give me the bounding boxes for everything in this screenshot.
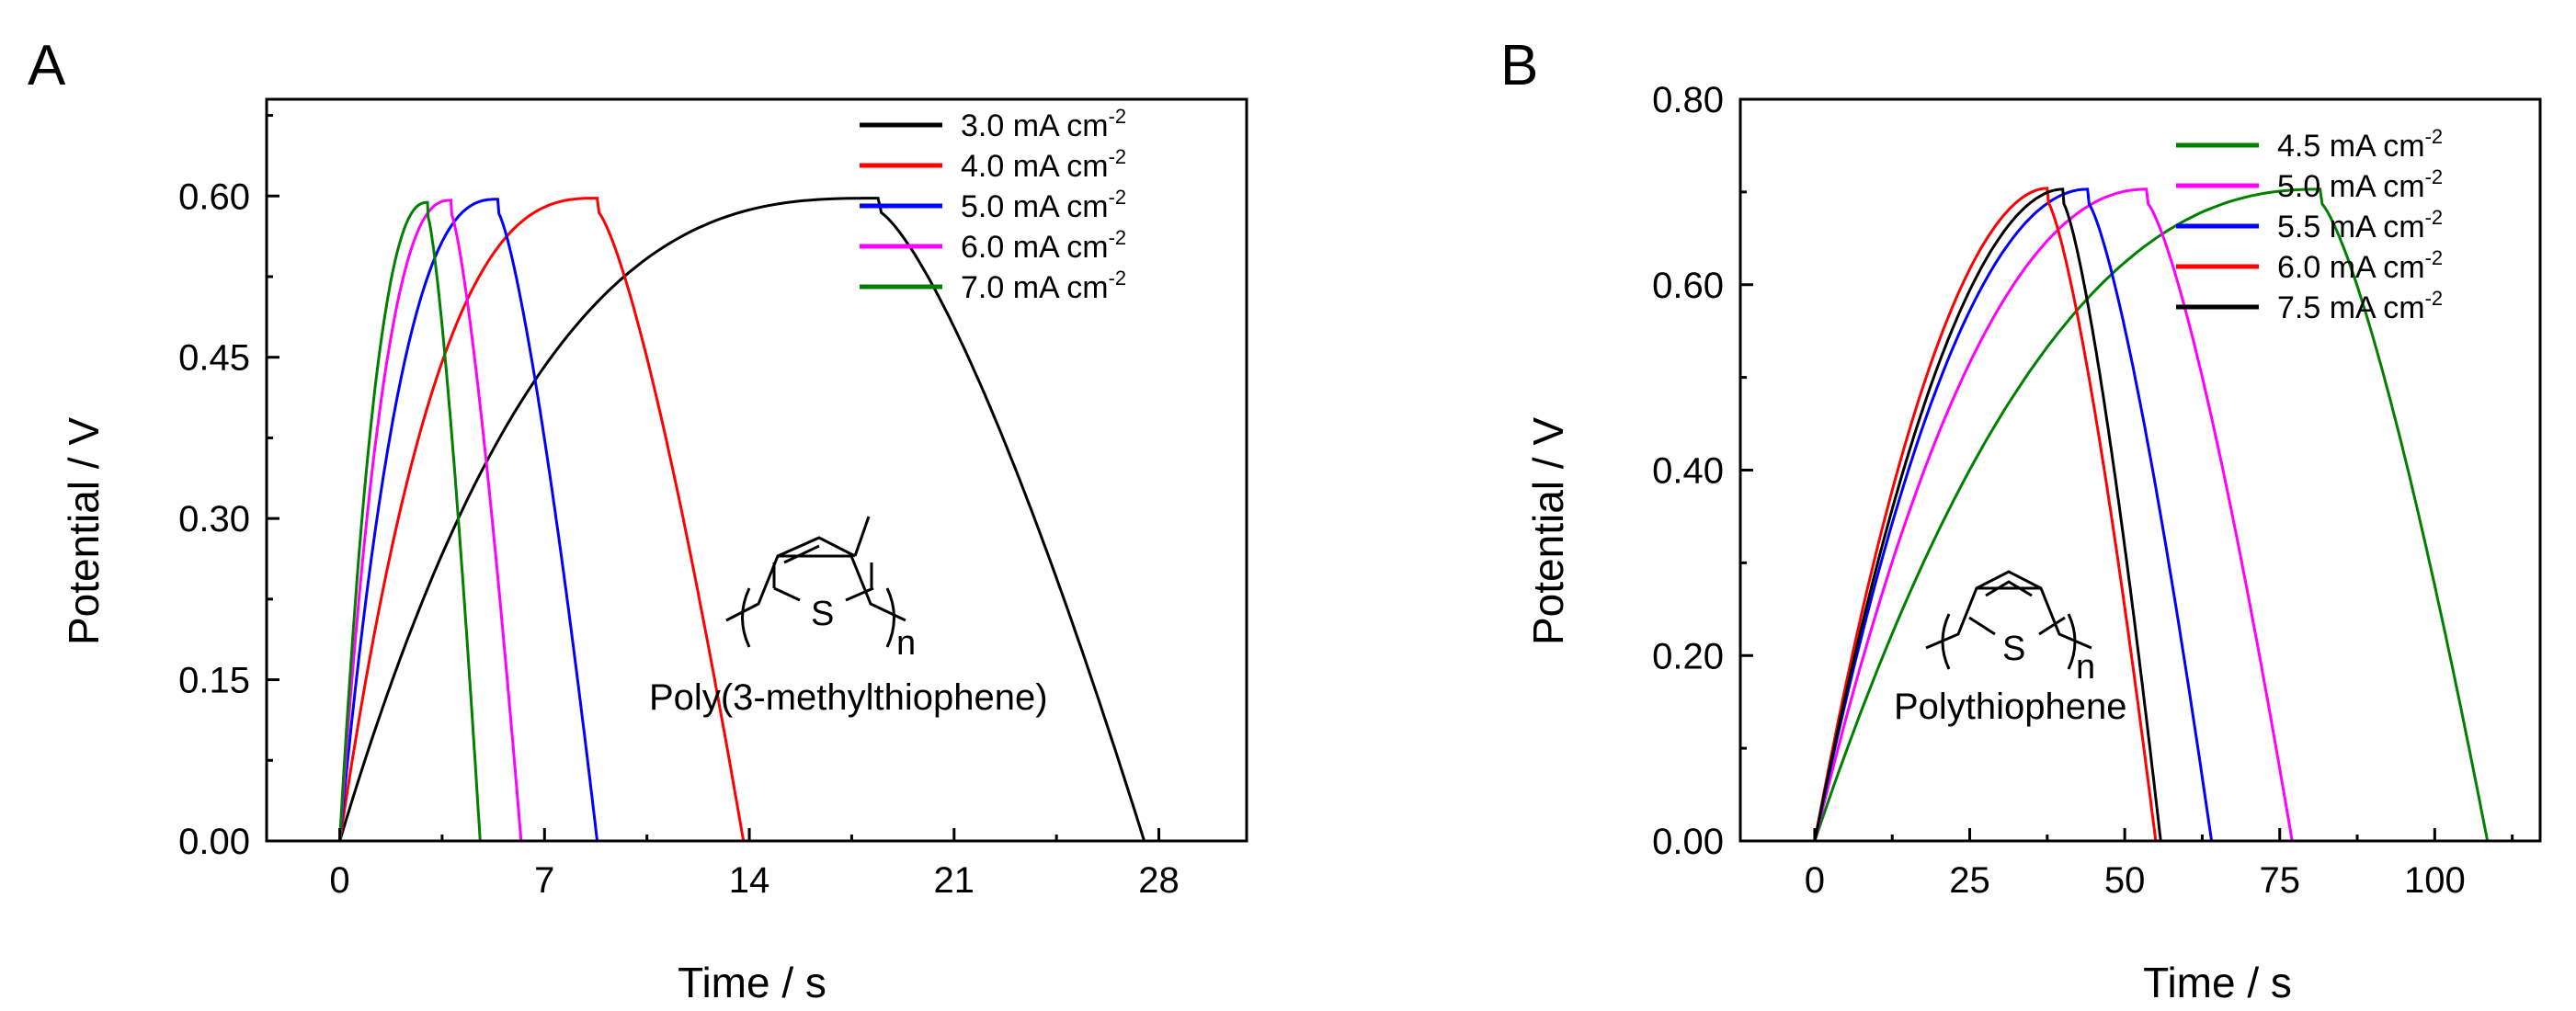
panel-b-y-tick-label: 0.20 — [1652, 636, 1724, 676]
panel-b-x-tick-label: 50 — [2104, 860, 2146, 901]
panel-a: A Potential / V Time / s 0 7 14 21 28 0.00 0.1… — [28, 34, 1248, 1006]
panel-a-series-line-3.0 — [338, 197, 1146, 842]
panel-a-x-tick-label: 21 — [934, 860, 975, 901]
panel-a-plot-frame — [265, 97, 1248, 843]
panel-b-sulfur-atom: S — [2002, 630, 2025, 668]
panel-a-x-axis-title: Time / s — [678, 959, 826, 1006]
panel-a-y-tick-label: 0.00 — [178, 822, 250, 862]
panel-b-legend-label-6.0: 6.0 mA cm-2 — [2277, 246, 2443, 285]
panel-a-label: A — [28, 34, 66, 97]
panel-b-y-axis-title: Potential / V — [1524, 417, 1572, 645]
panel-a-y-tick-label: 0.30 — [178, 499, 250, 540]
panel-b-legend-label-7.5: 7.5 mA cm-2 — [2277, 287, 2443, 325]
panel-b-legend-unit-exponent: -2 — [2425, 287, 2444, 310]
panel-b-structure-name: Polythiophene — [1894, 687, 2127, 727]
panel-b-series-line-5.5 — [1813, 187, 2214, 842]
panel-a-series-line-4.0 — [338, 197, 746, 842]
panel-b-y-tick-label: 0.40 — [1652, 451, 1724, 492]
panel-b-legend: 4.5 mA cm-25.0 mA cm-25.5 mA cm-26.0 mA … — [2176, 125, 2443, 325]
panel-a-x-tick-label: 28 — [1138, 860, 1180, 901]
panel-a-y-tick-label: 0.45 — [178, 338, 250, 379]
panel-b-bracket-right — [2067, 613, 2077, 670]
panel-a-repeat-n: n — [896, 624, 916, 663]
panel-a-x-tick-label: 14 — [729, 860, 770, 901]
panel-b-y-tick-label: 0.00 — [1652, 822, 1724, 862]
panel-b-series-line-5.0 — [1813, 187, 2294, 842]
panel-a-legend-label-6.0: 6.0 mA cm-2 — [961, 226, 1126, 265]
panel-b-legend-unit-exponent: -2 — [2425, 125, 2444, 148]
panel-b-structure-drawing — [1925, 570, 2092, 650]
panel-a-series-line-6.0 — [338, 199, 523, 842]
panel-a-legend-label-3.0: 3.0 mA cm-2 — [961, 105, 1126, 143]
panel-b-y-tick-label: 0.60 — [1652, 266, 1724, 306]
panel-a-curves — [338, 197, 1146, 842]
panel-b-ticks: 0 25 50 75 100 0.00 0.20 0.40 0.60 0.80 — [1652, 80, 2514, 901]
panel-a-legend: 3.0 mA cm-24.0 mA cm-25.0 mA cm-26.0 mA … — [860, 105, 1126, 305]
panel-a-series-line-7.0 — [338, 200, 482, 842]
panel-a-legend-unit-exponent: -2 — [1109, 145, 1127, 168]
panel-a-legend-unit-exponent: -2 — [1109, 226, 1127, 249]
panel-a-structure-drawing — [725, 516, 906, 622]
panel-a-x-tick-label: 0 — [329, 860, 349, 901]
panel-b-legend-label-4.5: 4.5 mA cm-2 — [2277, 125, 2443, 164]
panel-b-legend-unit-exponent: -2 — [2425, 165, 2444, 188]
panel-b-x-tick-label: 0 — [1805, 860, 1825, 901]
panel-a-bracket-left — [741, 587, 751, 648]
panel-a-series-line-5.0 — [338, 198, 599, 842]
panel-b-curves — [1813, 187, 2490, 842]
panel-b: B Potential / V Time / s 0 25 50 75 1000.000… — [1500, 34, 2542, 1006]
panel-a-y-tick-label: 0.60 — [178, 176, 250, 217]
panel-b-legend-unit-exponent: -2 — [2425, 206, 2444, 229]
panel-a-legend-label-7.0: 7.0 mA cm-2 — [961, 267, 1126, 305]
panel-b-series-line-6.0 — [1813, 187, 2158, 842]
panel-b-label: B — [1500, 34, 1538, 97]
panel-b-repeat-n: n — [2076, 648, 2095, 687]
panel-b-structure: S n Polythiophene — [1894, 570, 2127, 727]
panel-a-y-axis-title: Potential / V — [60, 417, 108, 645]
panel-b-legend-unit-exponent: -2 — [2425, 246, 2444, 269]
panel-a-legend-label-5.0: 5.0 mA cm-2 — [961, 186, 1126, 224]
panel-b-legend-label-5.0: 5.0 mA cm-2 — [2277, 165, 2443, 204]
panel-a-legend-unit-exponent: -2 — [1109, 267, 1127, 290]
panel-b-legend-label-5.5: 5.5 mA cm-2 — [2277, 206, 2443, 244]
panel-a-bracket-right — [885, 587, 895, 648]
panel-a-ticks: 0 7 14 21 28 0.00 0.15 0.30 0.45 0.60 — [178, 114, 1180, 901]
panel-a-sulfur-atom: S — [811, 595, 834, 633]
panel-a-legend-unit-exponent: -2 — [1109, 105, 1127, 128]
panel-b-series-line-4.5 — [1813, 187, 2490, 842]
panel-b-x-axis-title: Time / s — [2143, 959, 2292, 1006]
panel-a-legend-label-4.0: 4.0 mA cm-2 — [961, 145, 1126, 184]
panel-b-bracket-left — [1941, 613, 1951, 670]
panel-a-structure: S n Poly(3-methylthiophene) — [649, 516, 1048, 718]
panel-b-y-tick-label: 0.80 — [1652, 80, 1724, 120]
panel-a-x-tick-label: 7 — [534, 860, 554, 901]
panel-b-series-line-7.5 — [1813, 187, 2162, 842]
panel-b-x-tick-label: 75 — [2259, 860, 2300, 901]
panel-a-y-tick-label: 0.15 — [178, 661, 250, 701]
panel-a-legend-unit-exponent: -2 — [1109, 186, 1127, 209]
panel-a-structure-name: Poly(3-methylthiophene) — [649, 677, 1048, 718]
panel-b-x-tick-label: 25 — [1949, 860, 1990, 901]
panel-b-x-tick-label: 100 — [2404, 860, 2466, 901]
